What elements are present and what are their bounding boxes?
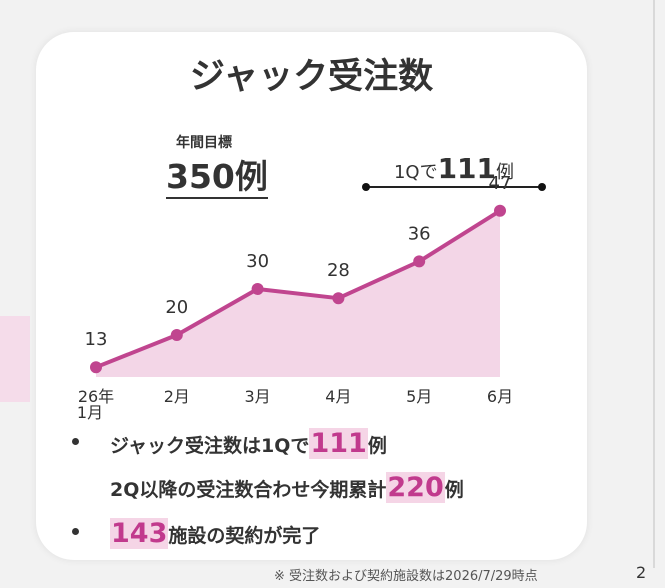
data-point — [90, 361, 102, 374]
x-tick-label: 26年 1月 — [77, 387, 114, 422]
q1-bracket-end-dot — [538, 183, 546, 191]
q1-orders-highlight: 111 — [309, 428, 368, 459]
data-label: 20 — [165, 297, 188, 318]
data-point — [251, 283, 264, 295]
bullet-dot — [72, 438, 79, 445]
q1-total-label: 1Qで111例 — [393, 152, 515, 185]
data-point — [332, 292, 345, 305]
data-label: 36 — [408, 223, 431, 244]
x-tick-label: 6月 — [487, 387, 513, 406]
x-tick-label: 3月 — [245, 387, 271, 406]
footnote: ※ 受注数および契約施設数は2026/7/29時点 — [274, 569, 538, 584]
data-label: 28 — [327, 260, 350, 281]
q1-bracket-start-dot — [362, 183, 370, 191]
contract-facilities-highlight: 143 — [110, 518, 169, 549]
annual-target-label: 年間目標 — [176, 135, 232, 151]
data-point — [170, 329, 183, 341]
series-line — [95, 209, 502, 370]
page-number: 2 — [636, 563, 647, 582]
x-tick-label: 2月 — [164, 387, 190, 406]
card-title: ジャック受注数 — [189, 57, 434, 97]
q1-total-number: 111 — [437, 152, 497, 185]
x-tick-label: 4月 — [325, 387, 351, 406]
right-divider — [653, 0, 655, 568]
cumulative-orders-highlight: 220 — [386, 472, 445, 503]
annual-target-value: 350例 — [166, 159, 268, 199]
left-decorative-box — [0, 316, 30, 402]
data-point — [413, 255, 426, 268]
x-tick-label: 5月 — [406, 387, 432, 406]
data-label: 30 — [246, 251, 269, 272]
data-label: 13 — [85, 329, 108, 350]
q1-bracket: 1Qで111例 — [362, 152, 546, 191]
q1-bracket-line — [366, 186, 542, 188]
bullet-dot — [72, 528, 79, 535]
data-label: 47 — [489, 173, 512, 194]
data-point — [494, 204, 506, 217]
